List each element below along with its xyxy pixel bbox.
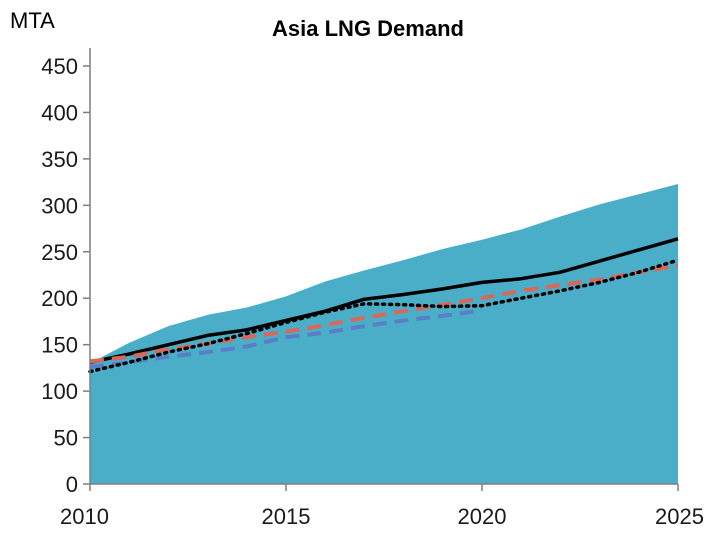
y-tick-label: 100 [41,379,78,404]
x-tick-label: 2020 [458,504,507,529]
y-axis-unit-label: MTA [10,8,55,33]
chart-title: Asia LNG Demand [272,16,464,41]
y-tick-label: 350 [41,147,78,172]
y-tick-label: 400 [41,100,78,125]
y-tick-label: 200 [41,286,78,311]
y-tick-label: 450 [41,54,78,79]
y-tick-label: 0 [66,472,78,497]
x-tick-label: 2010 [60,504,109,529]
y-tick-label: 300 [41,193,78,218]
solid-series-line [89,237,679,365]
dotted-series-line [88,258,680,374]
blue-dashed-series-line [89,308,483,369]
axes: 0 50 100 150 200 250 300 350 400 450 2010 2015 2020 2… [41,48,704,529]
red-dashed-series-line [89,263,679,364]
y-tick-label: 250 [41,240,78,265]
y-tick-label: 50 [54,426,78,451]
y-tick-label: 150 [41,333,78,358]
area-series [90,184,678,484]
plot-area [88,184,680,484]
x-tick-label: 2025 [655,504,704,529]
x-tick-label: 2015 [262,504,311,529]
